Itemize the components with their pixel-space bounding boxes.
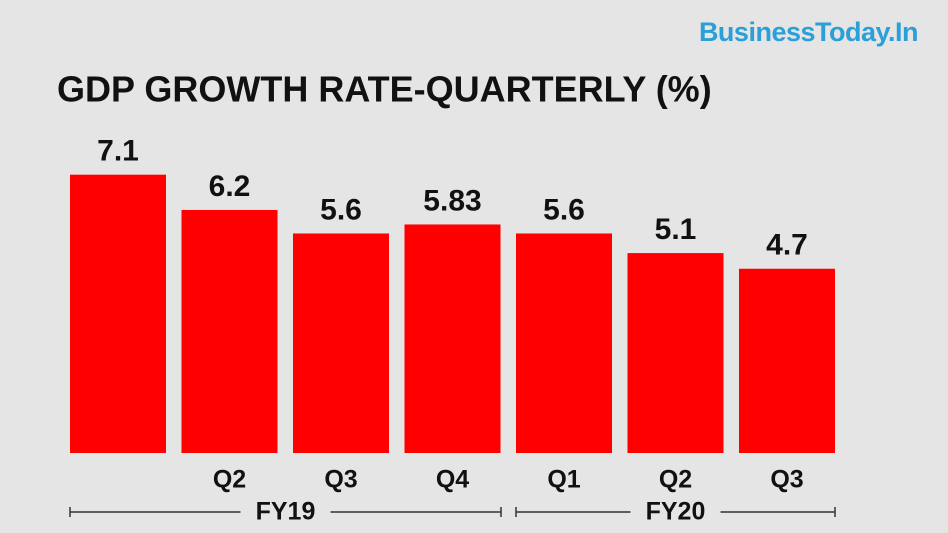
- chart-title: GDP GROWTH RATE-QUARTERLY (%): [57, 69, 712, 110]
- bar: [739, 268, 835, 453]
- x-tick-label: Q3: [770, 466, 803, 494]
- value-label: 4.7: [766, 229, 808, 262]
- value-label: 5.1: [655, 213, 697, 246]
- bar: [404, 224, 501, 453]
- group-label: FY20: [646, 498, 706, 526]
- bar: [70, 174, 166, 453]
- brand: BusinessToday.In: [699, 17, 918, 47]
- value-label: 5.83: [423, 184, 481, 217]
- x-tick-label: Q2: [659, 466, 692, 494]
- bar: [181, 209, 278, 453]
- value-label: 7.1: [97, 135, 139, 168]
- group-label: FY19: [256, 498, 316, 526]
- x-tick-label: Q4: [436, 466, 469, 494]
- value-label: 6.2: [209, 170, 251, 203]
- value-label: 5.6: [543, 193, 585, 226]
- bar: [516, 233, 612, 453]
- x-tick-label: Q1: [547, 466, 580, 494]
- bar: [627, 253, 724, 453]
- x-tick-label: Q3: [324, 466, 357, 494]
- value-label: 5.6: [320, 193, 362, 226]
- bar: [293, 233, 389, 453]
- x-tick-label: Q2: [213, 466, 246, 494]
